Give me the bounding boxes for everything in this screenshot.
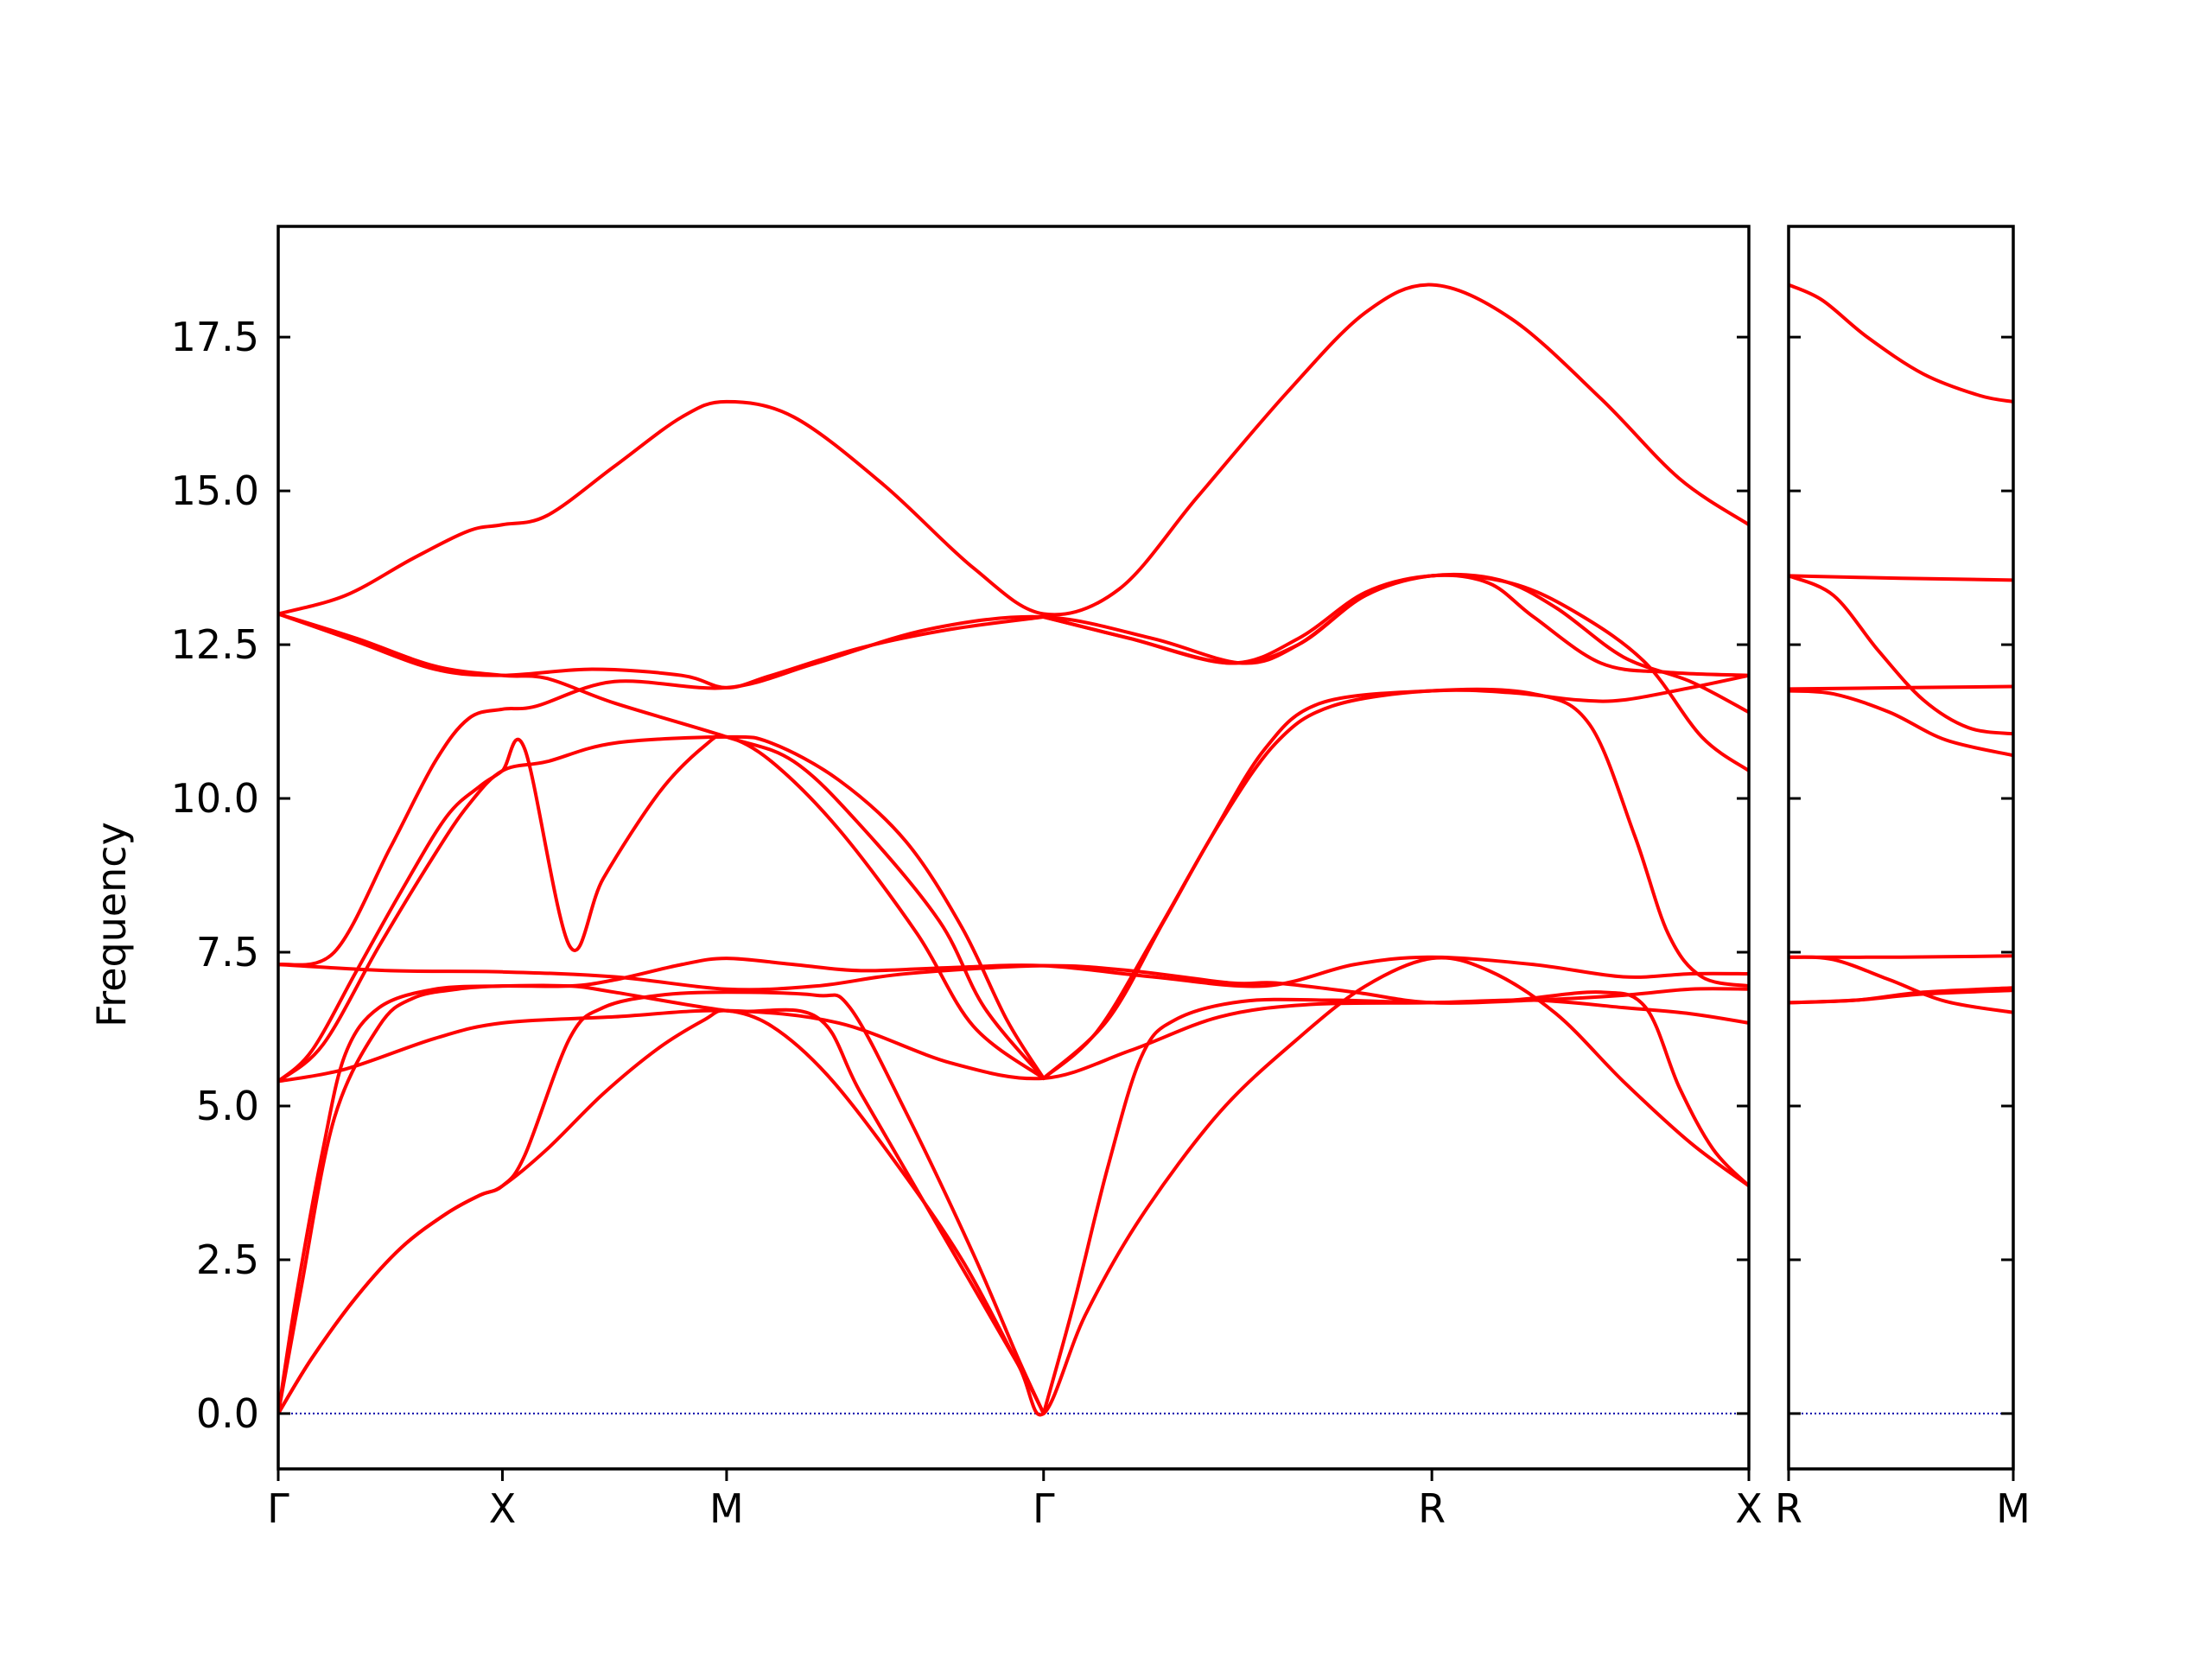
y-tick-label: 15.0 xyxy=(171,467,259,514)
y-tick-label: 17.5 xyxy=(171,314,259,360)
band-line-12 xyxy=(278,990,1046,1415)
y-tick-label: 7.5 xyxy=(196,929,259,976)
band-line-11 xyxy=(1041,990,1749,1415)
band-line-4 xyxy=(278,998,1749,1084)
band-line-3 xyxy=(1789,574,2013,736)
band-line-7 xyxy=(278,612,1046,1080)
band-line-9 xyxy=(1789,986,2013,1005)
band-line-9 xyxy=(278,283,1749,617)
y-tick-label: 2.5 xyxy=(196,1236,259,1283)
y-tick-label: 10.0 xyxy=(171,775,259,822)
x-tick-label: Γ xyxy=(267,1485,289,1532)
x-tick-label: Γ xyxy=(1033,1485,1055,1532)
x-tick-label: R xyxy=(1775,1485,1802,1532)
x-tick-label: R xyxy=(1418,1485,1446,1532)
band-line-4 xyxy=(1789,689,2013,758)
band-group-panel-1 xyxy=(278,283,1749,1417)
band-line-7 xyxy=(1789,955,2013,1014)
band-line-6 xyxy=(278,572,1749,967)
band-line-5 xyxy=(278,734,1046,1084)
panel-frame xyxy=(1787,225,2015,1471)
band-line-13 xyxy=(278,734,1046,1084)
band-line-17 xyxy=(1041,573,1749,677)
band-line-14 xyxy=(1041,687,1749,1080)
y-tick-label: 0.0 xyxy=(196,1390,259,1437)
x-tick-label: M xyxy=(709,1485,744,1532)
band-line-10 xyxy=(278,983,1046,1415)
x-tick-label: X xyxy=(489,1485,517,1532)
band-group-panel-2 xyxy=(1789,283,2013,1014)
x-tick-label: M xyxy=(1996,1485,2031,1532)
y-tick-label: 12.5 xyxy=(171,621,259,668)
band-line-2 xyxy=(278,955,1749,1415)
band-line-5 xyxy=(1789,684,2013,691)
panel-frame xyxy=(276,225,1751,1471)
y-tick-label: 5.0 xyxy=(196,1083,259,1129)
band-line-8 xyxy=(278,612,1046,690)
x-tick-label: X xyxy=(1735,1485,1763,1532)
y-axis-label: Frequency xyxy=(88,822,135,1027)
band-line-16 xyxy=(1041,573,1749,773)
band-line-15 xyxy=(1041,673,1749,1080)
band-line-2 xyxy=(1789,574,2013,582)
band-line-1 xyxy=(1789,283,2013,404)
